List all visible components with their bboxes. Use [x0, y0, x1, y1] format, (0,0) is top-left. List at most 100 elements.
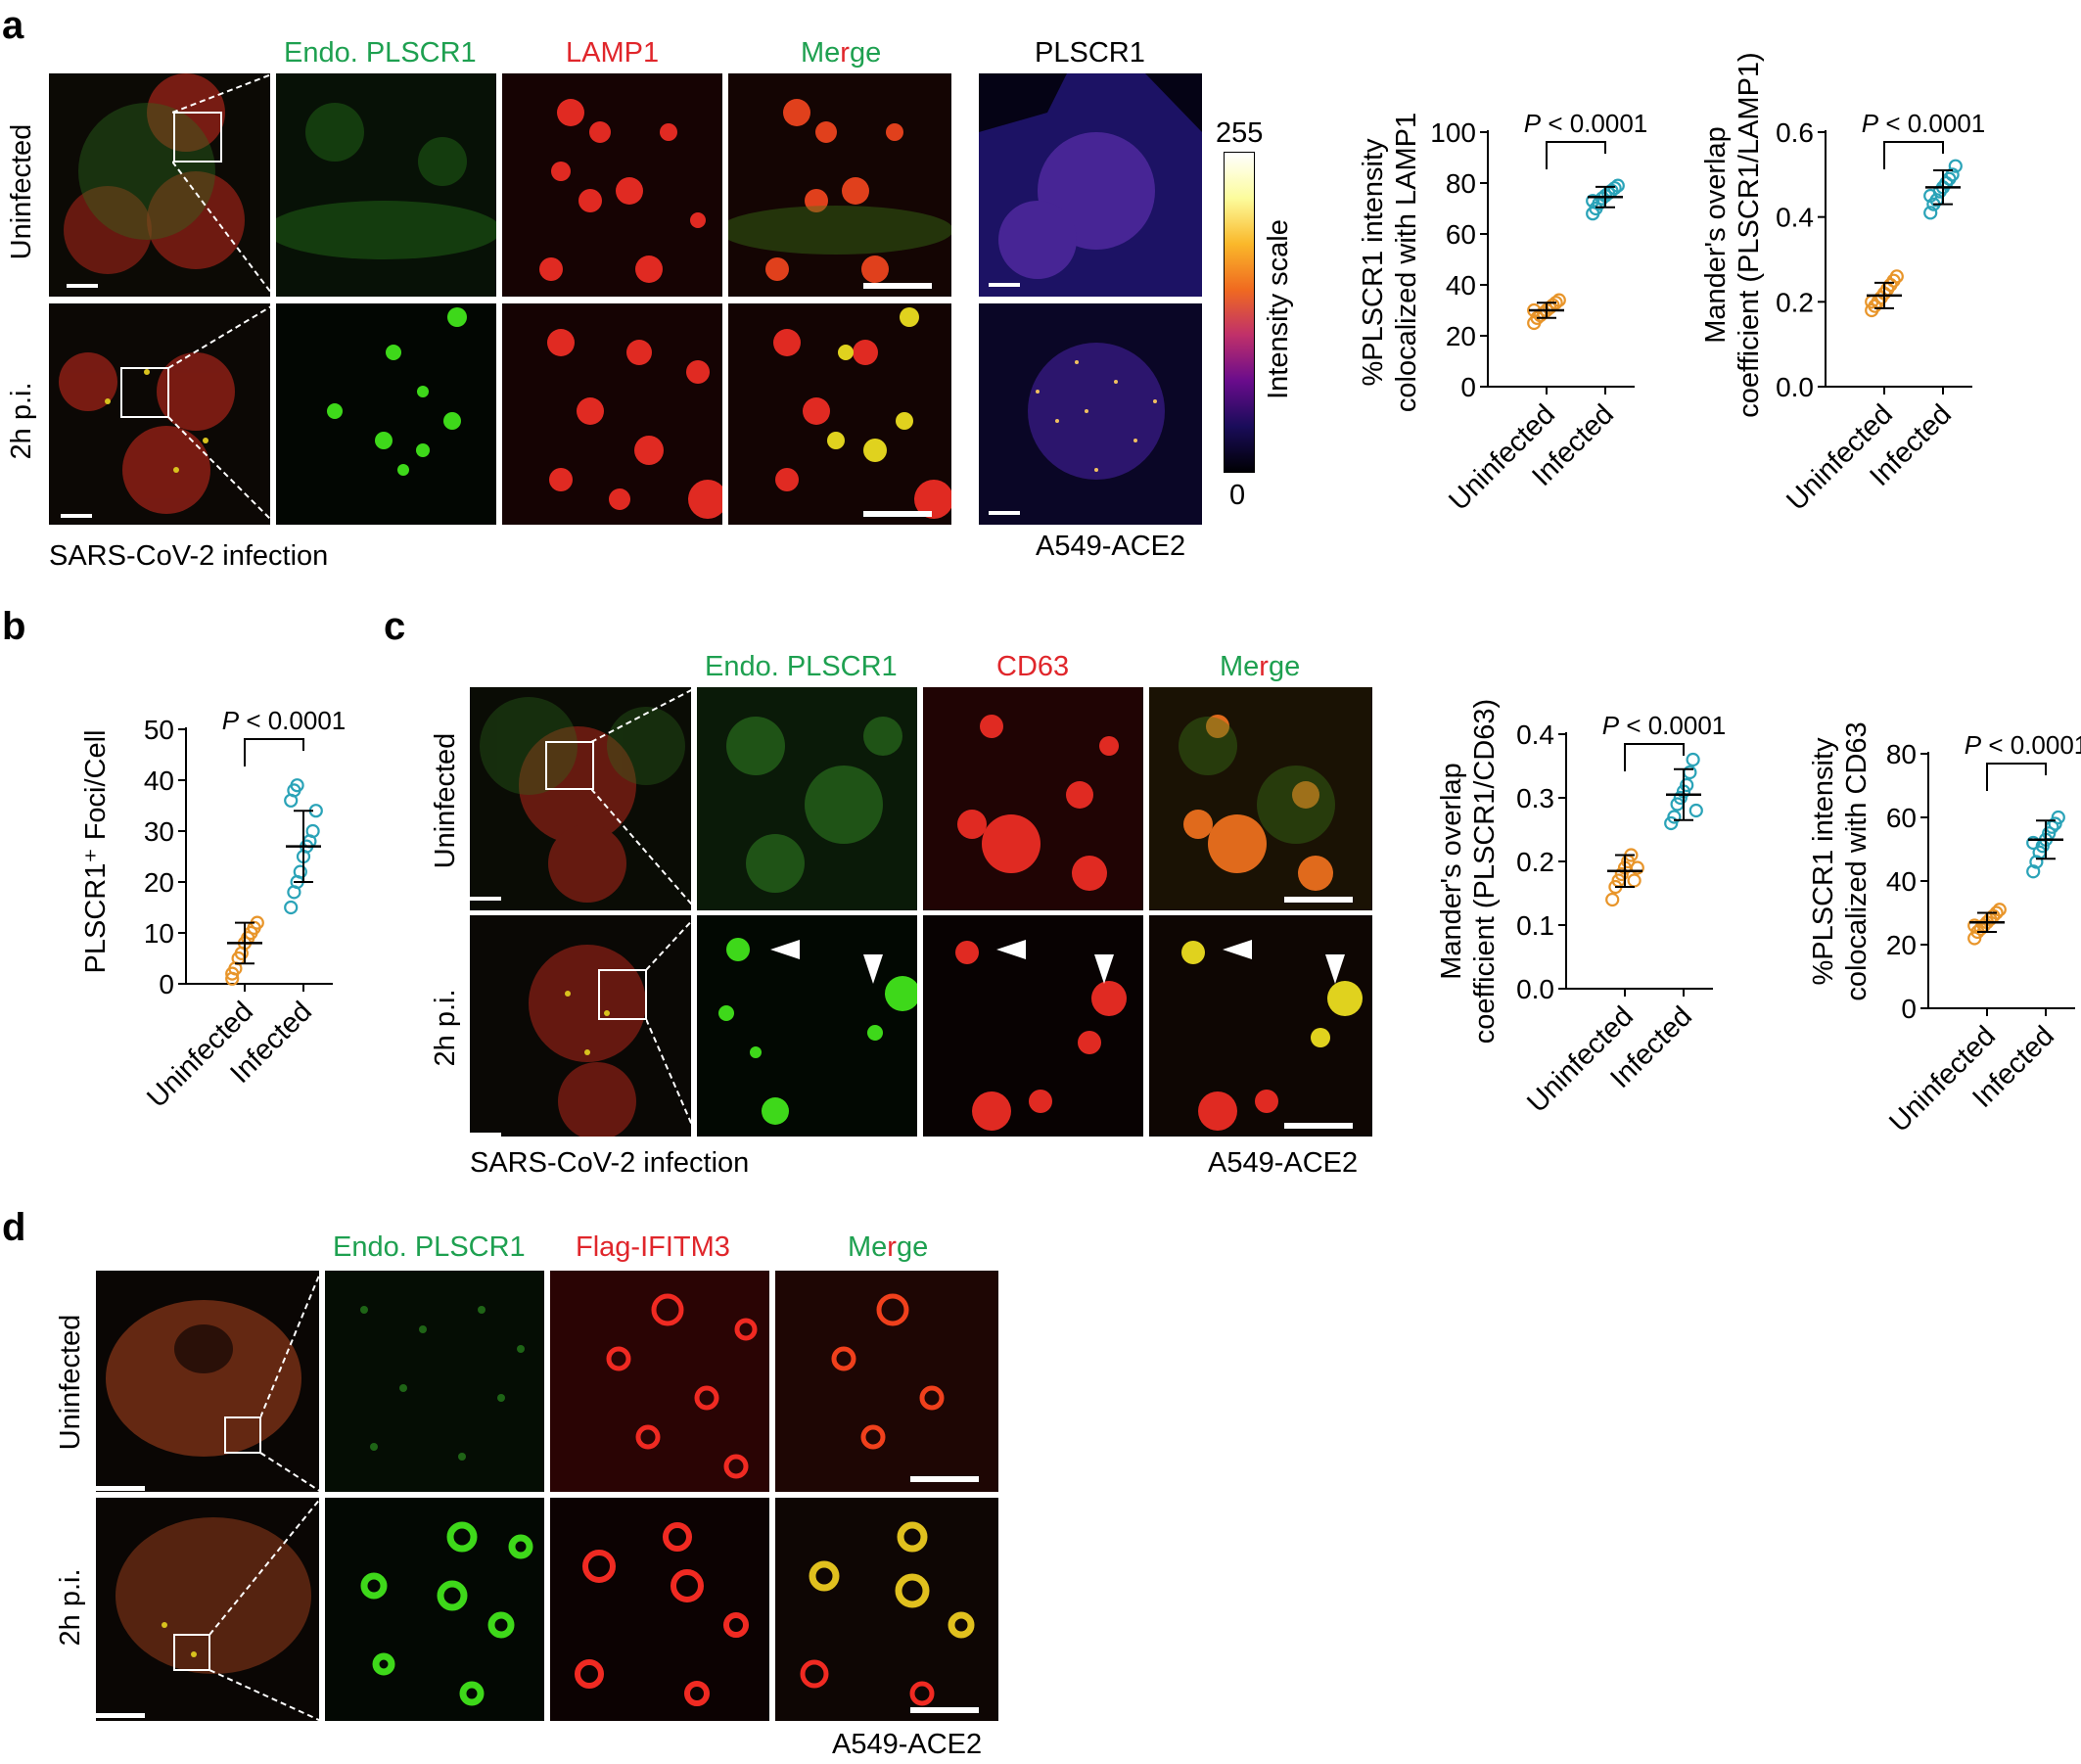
data-point — [1630, 860, 1644, 875]
row-label-uninfected-a: Uninfected — [6, 123, 37, 260]
y-tick-label: 10 — [144, 918, 174, 949]
y-tick-label: 60 — [1886, 803, 1917, 833]
micrograph-merge-uninfected-d — [775, 1271, 998, 1492]
row-label-2h-a: 2h p.i. — [6, 382, 37, 460]
data-point — [1992, 903, 2007, 917]
panel-label-b: b — [2, 605, 26, 648]
bottom-label-cellline-a: A549-ACE2 — [1036, 531, 1186, 562]
micrograph-plscr1-uninfected-a — [276, 73, 496, 297]
arrowhead-icon — [770, 940, 800, 959]
y-tick-label: 60 — [1446, 219, 1476, 250]
row-label-uninfected-c: Uninfected — [430, 732, 461, 869]
micrograph-overview-uninfected-d — [96, 1271, 319, 1492]
micrograph-overview-2hpi-c — [470, 915, 691, 1137]
data-point — [2051, 810, 2065, 825]
row-label-2h-d: 2h p.i. — [55, 1568, 86, 1647]
arrowhead-icon — [1094, 954, 1114, 984]
y-tick-label: 0 — [1901, 994, 1917, 1024]
data-point — [1607, 181, 1622, 196]
y-tick-label: 0.4 — [1776, 203, 1814, 233]
micrograph-overview-2hpi-a — [49, 303, 270, 525]
data-point — [1627, 873, 1642, 888]
significance-bracket — [1883, 141, 1944, 169]
micrograph-merge-2hpi-d — [775, 1498, 998, 1721]
micrograph-plscr1-2hpi-a — [276, 303, 496, 525]
data-point — [284, 900, 299, 915]
data-point — [1945, 167, 1960, 182]
micrograph-plscr1-2hpi-c — [697, 915, 917, 1137]
p-value-label: P < 0.0001 — [1862, 109, 1986, 138]
data-point — [305, 823, 320, 839]
panel-label-a: a — [2, 4, 24, 47]
header-merge-d: Merge — [848, 1231, 929, 1263]
header-endo-plscr1-a: Endo. PLSCR1 — [284, 37, 477, 69]
row-label-uninfected-d: Uninfected — [55, 1314, 86, 1451]
data-point — [1680, 777, 1694, 793]
row-label-2h-c: 2h p.i. — [430, 989, 461, 1067]
y-tick-label: 0 — [1460, 372, 1476, 402]
micrograph-merge-2hpi-c — [1149, 915, 1372, 1137]
y-tick-label: 40 — [1446, 270, 1476, 301]
arrowhead-icon — [1325, 954, 1345, 984]
data-point — [293, 864, 307, 879]
arrowhead-icon — [996, 940, 1026, 959]
micrograph-cd63-2hpi-c — [923, 915, 1143, 1137]
panel-label-d: d — [2, 1206, 26, 1249]
y-tick-label: 0.4 — [1516, 720, 1554, 750]
y-tick-label: 0.2 — [1776, 287, 1814, 317]
header-merge-c: Merge — [1220, 651, 1301, 682]
micrograph-merge-uninfected-a — [728, 73, 951, 297]
y-tick-label: 20 — [144, 867, 174, 898]
data-point — [1889, 269, 1904, 284]
micrograph-plscr1-2hpi-d — [325, 1498, 544, 1721]
p-value-label: P < 0.0001 — [1602, 711, 1727, 740]
p-value-label: P < 0.0001 — [222, 706, 347, 735]
intensity-min: 0 — [1229, 480, 1246, 511]
y-tick-label: 0.2 — [1516, 847, 1554, 877]
header-merge-a: Merge — [801, 37, 882, 69]
significance-bracket — [244, 738, 304, 766]
y-tick-label: 80 — [1886, 739, 1917, 769]
micrograph-plscr1-uninfected-d — [325, 1271, 544, 1492]
y-tick-label: 0.0 — [1516, 974, 1554, 1004]
bottom-label-infection-a: SARS-CoV-2 infection — [49, 540, 329, 572]
data-point — [1667, 810, 1682, 824]
data-point — [1551, 293, 1566, 307]
data-point — [1605, 892, 1620, 907]
intensity-colorbar — [1224, 152, 1255, 473]
data-point — [1686, 752, 1700, 767]
micrograph-overview-uninfected-a — [49, 73, 270, 297]
bottom-label-cellline-c: A549-ACE2 — [1208, 1147, 1359, 1179]
significance-bracket — [1986, 763, 2047, 791]
intensity-max: 255 — [1216, 117, 1264, 149]
y-tick-label: 100 — [1430, 117, 1476, 148]
y-tick-label: 80 — [1446, 168, 1476, 199]
micrograph-merge-uninfected-c — [1149, 687, 1372, 910]
arrowhead-icon — [863, 954, 883, 984]
y-tick-label: 0.6 — [1776, 117, 1814, 148]
micrograph-ifitm3-2hpi-d — [550, 1498, 769, 1721]
panel-label-c: c — [384, 605, 406, 648]
y-tick-label: 0.1 — [1516, 910, 1554, 941]
arrowhead-icon — [1223, 940, 1252, 959]
y-tick-label: 50 — [144, 715, 174, 745]
header-endo-plscr1-d: Endo. PLSCR1 — [333, 1231, 526, 1263]
bottom-label-cellline-d: A549-ACE2 — [832, 1729, 983, 1760]
significance-bracket — [1624, 743, 1685, 771]
micrograph-plscr1-uninfected-c — [697, 687, 917, 910]
y-tick-label: 0.0 — [1776, 372, 1814, 402]
significance-bracket — [1546, 141, 1606, 169]
p-value-label: P < 0.0001 — [1524, 109, 1648, 138]
data-point — [1586, 194, 1600, 209]
data-point — [1967, 918, 1982, 933]
micrograph-plscr1-intensity-uninfected-a — [979, 73, 1202, 297]
micrograph-cd63-uninfected-c — [923, 687, 1143, 910]
data-point — [1610, 178, 1625, 193]
data-point — [1688, 803, 1703, 818]
micrograph-overview-uninfected-c — [470, 687, 691, 910]
micrograph-lamp1-uninfected-a — [502, 73, 722, 297]
